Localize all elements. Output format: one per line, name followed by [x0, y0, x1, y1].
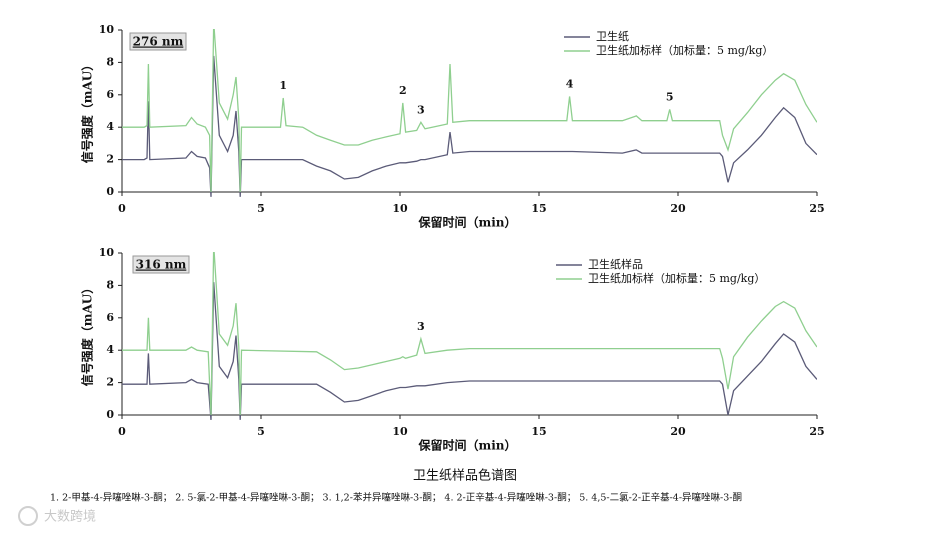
y-tick-label: 0: [106, 185, 114, 198]
legend-label: 卫生纸: [596, 29, 629, 43]
x-tick-label: 5: [257, 425, 265, 438]
panel-label: 276 nm: [133, 35, 184, 49]
y-tick-label: 8: [106, 278, 114, 291]
legend-label: 卫生纸样品: [588, 257, 643, 271]
plot-area: [122, 252, 817, 420]
legend-label: 卫生纸加标样（加标量：5 mg/kg）: [588, 271, 765, 285]
peak-label: 3: [417, 320, 425, 333]
y-tick-label: 4: [106, 343, 114, 356]
series-line: [122, 252, 817, 416]
peak-label: 1: [279, 79, 287, 92]
x-tick-label: 0: [118, 202, 126, 215]
x-tick-label: 25: [809, 425, 824, 438]
label-box: [132, 255, 190, 274]
y-tick-label: 0: [106, 408, 114, 421]
y-tick-label: 2: [106, 153, 114, 166]
y-tick-label: 6: [106, 88, 114, 101]
x-tick-label: 20: [670, 425, 686, 438]
x-tick-label: 10: [392, 425, 408, 438]
x-axis-title: 保留时间（min）: [418, 215, 517, 230]
peak-label: 2: [399, 84, 407, 97]
x-tick-label: 5: [257, 202, 265, 215]
caption: 卫生纸样品色谱图: [413, 468, 517, 484]
y-tick-label: 4: [106, 120, 114, 133]
series-line: [122, 55, 817, 197]
peak-label: 5: [666, 90, 674, 103]
x-tick-label: 15: [531, 425, 546, 438]
y-tick-label: 10: [99, 246, 115, 259]
series-line: [122, 282, 817, 420]
x-tick-label: 0: [118, 425, 126, 438]
footnote: 1. 2-甲基-4-异噻唑啉-3-酮； 2. 5-氯-2-甲基-4-异噻唑啉-3…: [50, 492, 742, 504]
x-tick-label: 10: [392, 202, 408, 215]
watermark: 大数跨境: [44, 510, 96, 525]
label-box: [129, 32, 187, 51]
y-tick-label: 6: [106, 311, 114, 324]
y-tick-label: 8: [106, 55, 114, 68]
plot-area: [122, 29, 817, 197]
y-axis-title: 信号强度（mAU）: [80, 282, 95, 386]
y-axis-title: 信号强度（mAU）: [80, 59, 95, 163]
y-tick-label: 10: [99, 23, 115, 36]
peak-label: 3: [417, 103, 425, 116]
x-tick-label: 25: [809, 202, 824, 215]
x-axis-title: 保留时间（min）: [418, 438, 517, 453]
peak-label: 4: [566, 77, 574, 90]
watermark-icon: [18, 506, 38, 526]
y-tick-label: 2: [106, 376, 114, 389]
panel-label: 316 nm: [136, 258, 187, 272]
series-line: [122, 29, 817, 193]
x-tick-label: 20: [670, 202, 686, 215]
x-tick-label: 15: [531, 202, 546, 215]
legend-label: 卫生纸加标样（加标量：5 mg/kg）: [596, 43, 773, 57]
